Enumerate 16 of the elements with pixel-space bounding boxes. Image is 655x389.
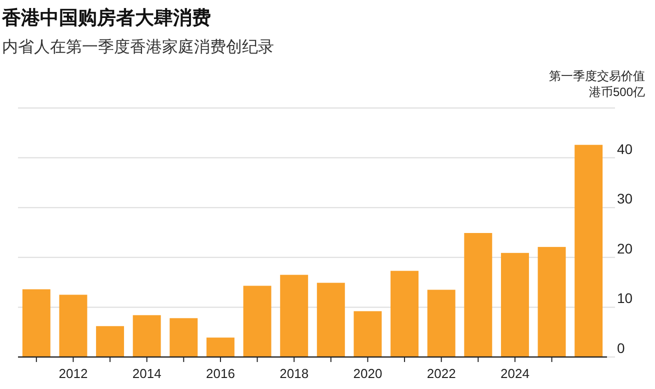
x-tick-label: 2020: [353, 366, 382, 381]
y-axis-title: 第一季度交易价值: [549, 69, 645, 83]
x-tick-label: 2012: [58, 366, 88, 381]
y-tick-label: 0: [617, 340, 625, 356]
x-tick-label: 2016: [206, 366, 235, 381]
chart-subtitle: 内省人在第一季度香港家庭消费创纪录: [2, 38, 274, 56]
chart-title: 香港中国购房者大肆消费: [1, 7, 211, 29]
x-tick-label: 2018: [280, 366, 309, 381]
y-tick-label: 10: [617, 290, 633, 306]
x-tick-label: 2022: [426, 366, 456, 381]
y-tick-label: 30: [617, 190, 633, 207]
y-tick-label: 40: [617, 140, 633, 157]
x-tick-label: 2014: [132, 366, 162, 381]
text: 港币500亿: [588, 85, 645, 99]
x-tick-label: 2024: [500, 366, 530, 381]
y-tick-label: 20: [617, 240, 633, 256]
